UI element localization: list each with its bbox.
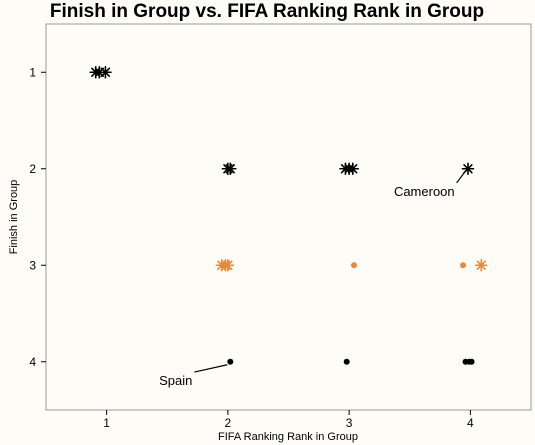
data-point: [343, 358, 350, 365]
axis-ticks: 1 2 3 4 1 2 3 4: [29, 65, 474, 430]
annotations: Cameroon Spain: [159, 171, 466, 388]
annotation-leader: [194, 364, 228, 373]
y-tick-label: 4: [29, 355, 36, 369]
annotation: Spain: [159, 364, 228, 388]
annotation: Cameroon: [394, 171, 466, 199]
plot-area: [45, 23, 532, 411]
data-points: [89, 65, 488, 365]
data-point: [224, 162, 237, 176]
x-tick-label: 3: [346, 416, 353, 430]
y-tick-label: 3: [29, 258, 36, 272]
annotation-leader: [456, 171, 466, 184]
x-tick-label: 4: [467, 416, 474, 430]
y-axis-label: Finish in Group: [8, 180, 20, 255]
data-point: [350, 262, 357, 269]
data-point: [460, 262, 467, 269]
y-tick-label: 1: [29, 65, 36, 79]
data-point: [227, 358, 234, 365]
x-tick-label: 2: [225, 416, 232, 430]
x-axis-label: FIFA Ranking Rank in Group: [218, 431, 358, 443]
annotation-label: Cameroon: [394, 184, 455, 199]
data-point: [99, 65, 112, 79]
data-point: [461, 162, 475, 176]
annotation-label: Spain: [159, 373, 192, 388]
y-tick-label: 2: [29, 162, 36, 176]
data-point: [221, 258, 235, 272]
data-point: [474, 258, 488, 272]
data-point: [468, 358, 475, 365]
data-point: [346, 162, 360, 176]
x-tick-label: 1: [103, 416, 110, 430]
chart-title: Finish in Group vs. FIFA Ranking Rank in…: [50, 1, 484, 22]
